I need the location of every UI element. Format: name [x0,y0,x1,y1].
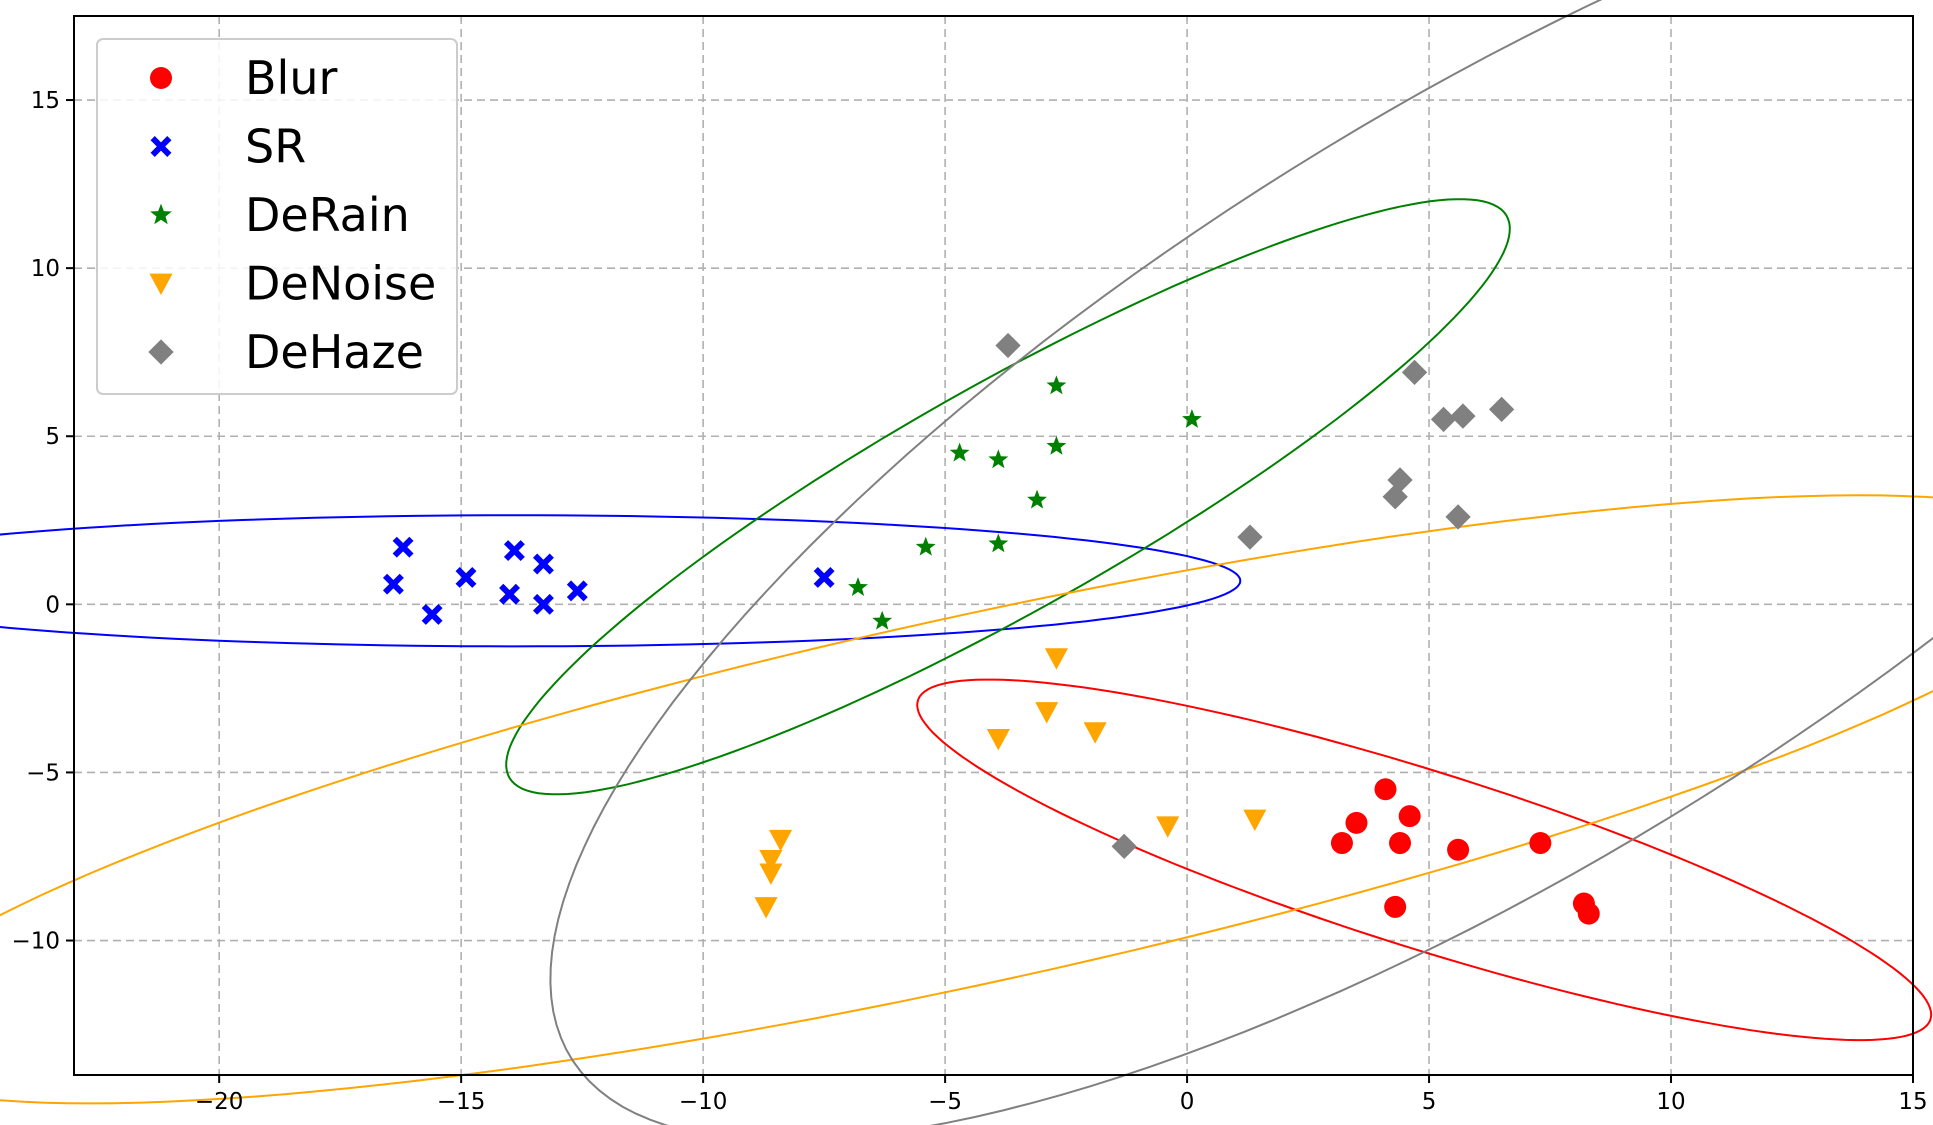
derain-point [1046,375,1067,395]
denoise-point [1083,722,1107,744]
x-tick-label: −20 [195,1089,244,1115]
legend-box [96,38,458,395]
blur-point [1398,805,1421,828]
x-tick-label: 5 [1422,1089,1437,1115]
dehaze-point [1488,396,1515,422]
blur-point [1447,838,1470,861]
dehaze-ellipse [549,0,1933,1125]
denoise-point [754,897,778,919]
sr-point [566,580,588,602]
sr-point [392,536,414,558]
sr-point [503,540,525,561]
y-tick-label: −5 [26,760,60,786]
legend: Blur SR DeRain DeNoise DeHaze [96,38,458,395]
dehaze-point [1450,403,1476,429]
denoise-point [986,728,1010,751]
blur-point [1529,832,1552,855]
derain-point [1181,408,1202,428]
derain-point [915,536,936,556]
legend-label-sr: SR [245,120,306,174]
x-tick-label: 15 [1898,1089,1927,1115]
dehaze-point [995,332,1021,359]
x-tick-label: 0 [1180,1089,1195,1115]
blur-point [1577,902,1600,925]
dehaze-point [1401,359,1428,386]
dehaze-point [1382,484,1408,510]
sr-point [532,593,554,615]
derain-point [949,442,970,462]
blur-point [1330,832,1353,855]
blur-ellipse [916,678,1933,1042]
legend-marker-sr [150,136,172,157]
denoise-point [1156,816,1180,838]
dehaze-point [1237,524,1263,550]
x-tick-label: −5 [928,1089,962,1115]
denoise-point [1243,809,1267,832]
sr-point [455,566,477,588]
y-tick-label: 10 [31,256,60,282]
legend-label-dehaze: DeHaze [245,325,424,379]
y-tick-label: 15 [31,88,60,114]
data-points [382,332,1600,925]
denoise-point [759,863,783,885]
dehaze-point [1445,504,1471,530]
dehaze-point [1111,833,1137,860]
denoise-point [1044,648,1068,670]
x-tick-label: 10 [1656,1089,1685,1115]
x-tick-label: −10 [679,1089,728,1115]
denoise-point [1035,702,1059,724]
plot-frame [73,15,1914,1076]
legend-marker-derain [150,203,172,225]
y-tick-label: 0 [45,592,60,618]
legend-marker-dehaze [148,339,174,365]
denoise-ellipse [0,494,1933,1105]
axis-ticks: −20 −15 −10 −5 0 5 10 15 −10 −5 0 5 10 15 [11,88,1927,1115]
legend-label-derain: DeRain [245,188,410,242]
derain-ellipse [505,198,1511,796]
derain-point [988,449,1009,469]
x-tick-label: −15 [437,1089,486,1115]
derain-point [1046,435,1067,455]
legend-marker-blur [150,67,172,89]
sr-point [499,583,521,605]
sr-point [382,573,404,595]
legend-label-blur: Blur [245,51,337,105]
sr-point [421,603,443,625]
derain-point [848,577,868,596]
sr-ellipse [0,514,1242,648]
denoise-point [759,850,783,872]
blur-point [1345,811,1368,834]
blur-point [1374,778,1397,801]
derain-point [988,533,1009,553]
y-tick-label: −10 [11,929,60,955]
blur-point [1384,895,1407,918]
derain-point [872,610,893,630]
sr-point [532,553,554,575]
blur-point [1389,832,1412,855]
dehaze-point [1430,406,1457,433]
denoise-point [769,829,793,852]
legend-marker-denoise [149,273,173,296]
sr-point [813,566,835,588]
derain-point [1027,489,1047,509]
legend-label-denoise: DeNoise [245,257,436,311]
y-tick-label: 5 [45,424,60,450]
